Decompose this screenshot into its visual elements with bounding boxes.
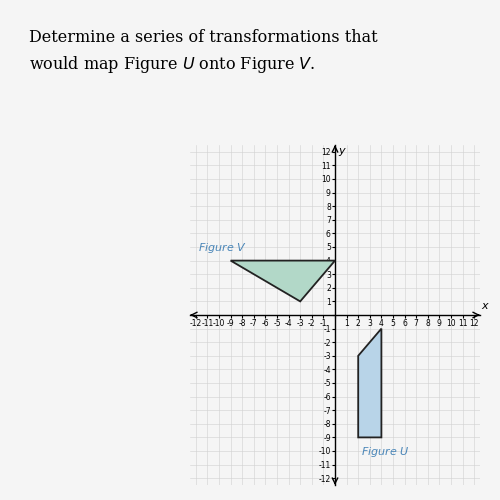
- Text: Figure $V$: Figure $V$: [198, 241, 247, 255]
- Text: Determine a series of transformations that
would map Figure $U$ onto Figure $V$.: Determine a series of transformations th…: [29, 30, 378, 75]
- Polygon shape: [358, 328, 382, 438]
- Text: $y$: $y$: [338, 146, 347, 158]
- Text: Figure $U$: Figure $U$: [360, 445, 409, 459]
- Polygon shape: [230, 260, 335, 302]
- Text: $x$: $x$: [481, 301, 490, 311]
